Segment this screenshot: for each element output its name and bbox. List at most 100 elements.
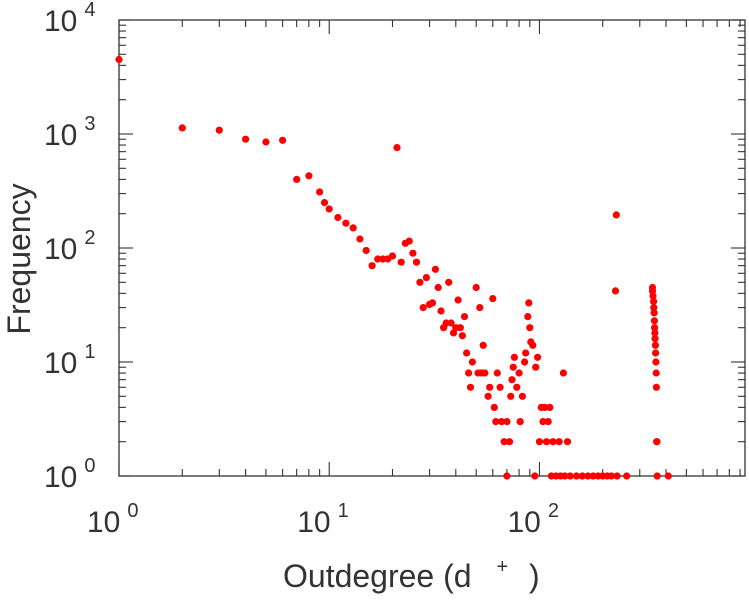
data-point	[334, 213, 342, 222]
data-point	[447, 319, 455, 327]
data-point	[653, 472, 661, 480]
data-point	[492, 418, 500, 426]
data-point	[508, 376, 516, 384]
data-point	[652, 383, 661, 391]
data-point	[422, 274, 430, 282]
tick-labels: 10 0 10 1 10 2 10 3 10 4 10 0 10 1 10 2	[44, 0, 559, 539]
x-tick-label: 10 0	[87, 500, 139, 539]
data-point	[559, 369, 568, 377]
data-point	[293, 175, 301, 183]
data-point	[652, 358, 660, 366]
y-tick-label-exponent: 3	[84, 113, 95, 135]
data-point	[518, 392, 527, 400]
y-tick-label: 10 0	[44, 455, 96, 494]
data-point	[650, 304, 658, 312]
data-point	[650, 317, 659, 325]
data-point	[362, 246, 370, 255]
data-point	[623, 472, 631, 480]
data-point	[481, 369, 489, 377]
data-point	[522, 349, 530, 357]
data-point	[412, 258, 421, 266]
data-point	[561, 472, 569, 480]
data-point	[397, 258, 405, 266]
data-point	[305, 172, 313, 180]
y-tick-label-exponent: 4	[84, 0, 95, 21]
data-point	[503, 472, 511, 480]
data-point	[612, 211, 620, 219]
data-point	[466, 383, 475, 391]
data-point	[342, 219, 350, 227]
data-point	[578, 472, 587, 480]
data-point	[650, 309, 658, 317]
x-axis-label-suffix: )	[529, 558, 540, 594]
data-point	[525, 299, 533, 307]
x-tick-label: 10 1	[297, 500, 349, 539]
y-tick-label: 10 3	[44, 113, 96, 152]
data-point	[279, 136, 287, 144]
data-point	[262, 138, 270, 146]
data-point	[563, 438, 572, 446]
data-point	[515, 369, 523, 377]
x-tick-label: 10 2	[507, 500, 559, 539]
data-point	[521, 358, 529, 366]
y-tick-label-base: 10	[44, 119, 77, 152]
data-point	[349, 224, 357, 232]
data-point	[507, 392, 515, 400]
data-point	[549, 438, 557, 446]
data-point	[503, 418, 511, 426]
x-axis-label-superscript: +	[496, 556, 508, 578]
y-tick-label: 10 1	[44, 341, 96, 380]
data-point	[496, 383, 504, 391]
data-point	[316, 188, 324, 196]
data-point	[651, 341, 660, 349]
data-point	[463, 349, 471, 357]
data-point	[486, 383, 494, 391]
data-point	[572, 472, 581, 480]
data-point	[584, 472, 592, 480]
data-point	[650, 297, 658, 305]
y-tick-label-exponent: 2	[84, 227, 95, 249]
data-point	[472, 283, 480, 292]
y-tick-label-base: 10	[44, 347, 77, 380]
y-axis-label: Frequency	[1, 183, 37, 334]
data-point	[458, 332, 466, 340]
y-tick-label-base: 10	[44, 5, 77, 38]
x-axis-label: Outdegree (d + )	[283, 544, 540, 594]
axis-ticks	[118, 19, 745, 477]
data-point	[653, 438, 661, 446]
data-point	[431, 265, 439, 273]
data-point	[178, 124, 186, 132]
x-tick-label-exponent: 0	[127, 500, 138, 522]
data-point	[419, 304, 427, 312]
data-point	[465, 369, 473, 377]
data-point	[529, 341, 537, 349]
data-point	[320, 199, 329, 207]
data-point	[500, 438, 508, 446]
data-point	[613, 472, 621, 480]
x-axis-label-main: Outdegree (d	[283, 558, 472, 594]
data-point	[416, 278, 424, 286]
data-point	[490, 403, 498, 411]
data-point	[115, 55, 123, 64]
data-point	[651, 335, 659, 343]
data-point	[539, 418, 547, 426]
data-point	[652, 369, 660, 377]
data-point	[652, 349, 660, 357]
data-point	[544, 418, 552, 426]
data-point	[651, 324, 659, 332]
data-point	[460, 313, 469, 321]
data-point	[484, 392, 492, 400]
data-point	[479, 341, 487, 349]
data-point	[356, 235, 364, 243]
data-point	[468, 358, 476, 366]
data-point	[516, 418, 524, 426]
data-point	[505, 438, 514, 446]
data-point	[497, 418, 506, 426]
data-point	[476, 304, 484, 312]
data-point	[409, 249, 417, 257]
data-point	[532, 363, 540, 371]
data-point	[526, 324, 534, 332]
data-point	[434, 283, 442, 292]
data-point	[535, 438, 544, 446]
